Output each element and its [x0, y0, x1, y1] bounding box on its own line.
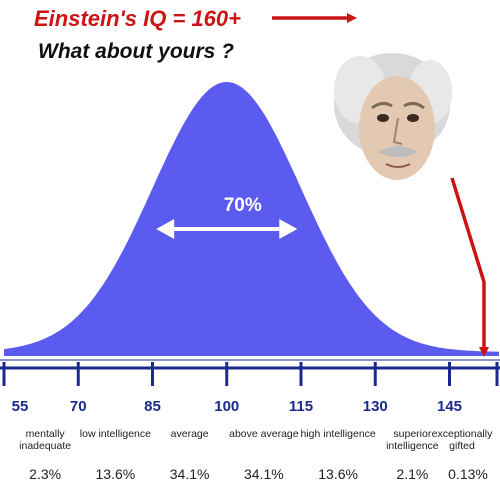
- portrait-to-axis-arrow: [450, 177, 489, 357]
- x-tick-label: 100: [214, 398, 240, 415]
- band-percent: 13.6%: [318, 466, 358, 482]
- x-tick-label: 70: [69, 398, 87, 415]
- band-percent: 34.1%: [169, 466, 210, 482]
- center-percent-label: 70%: [224, 195, 262, 216]
- x-tick-label: 115: [288, 398, 314, 415]
- x-tick-label: 85: [144, 398, 161, 415]
- x-tick-label: 145: [436, 398, 463, 415]
- band-label: high intelligence: [300, 428, 376, 440]
- seventy-percent-double-arrow: [156, 219, 298, 239]
- band-percent: 34.1%: [244, 466, 284, 482]
- band-percent: 0.13%: [448, 466, 488, 482]
- bell-curve-area: [4, 82, 499, 356]
- band-percent: 2.1%: [396, 466, 429, 482]
- band-label: mentally inadequate: [19, 428, 72, 452]
- band-label: exceptionally gifted: [431, 428, 493, 452]
- band-percent: 2.3%: [29, 466, 62, 482]
- band-label: above average: [229, 428, 299, 440]
- band-label: superior intelligence: [386, 428, 439, 452]
- einstein-portrait-icon: [334, 53, 452, 180]
- headline-title: Einstein's IQ = 160+: [34, 6, 242, 31]
- x-tick-label: 130: [362, 398, 388, 415]
- band-label: low intelligence: [79, 428, 151, 440]
- band-percent: 13.6%: [95, 466, 136, 482]
- band-label: average: [170, 428, 209, 440]
- headline-subtitle: What about yours ?: [38, 40, 234, 63]
- x-tick-label: 55: [11, 398, 29, 415]
